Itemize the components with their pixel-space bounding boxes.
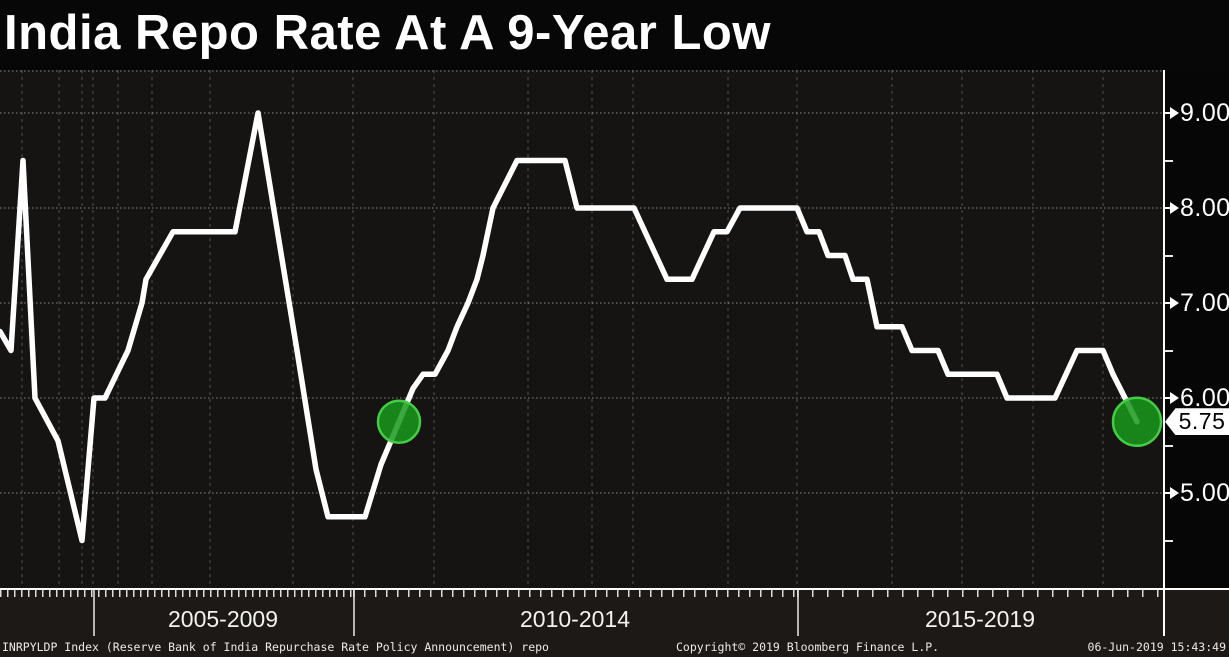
repo-rate-chart-svg [0,70,1163,588]
tick-stub [1165,207,1170,209]
repo-rate-line [0,110,1140,544]
event-marker [376,399,422,444]
y-axis-tick: 7.00 [1165,288,1229,317]
y-axis-minor-tick [1165,349,1173,352]
y-axis-label: 6.00 [1180,383,1229,412]
tick-stub [1165,492,1170,494]
tick-stub [1165,112,1170,114]
chart-title: India Repo Rate At A 9-Year Low [4,5,771,60]
period-separator [797,590,799,636]
y-axis-minor-tick [1165,254,1173,257]
period-label: 2015-2019 [925,606,1035,632]
period-separator [93,590,95,636]
last-price-label: 5.75 [1178,408,1226,435]
tick-stub [1165,302,1170,304]
y-axis-tick: 9.00 [1165,98,1229,127]
y-axis-line-extension [1163,590,1165,636]
x-axis-tick-strip [797,590,1163,597]
copyright-notice: Copyright© 2019 Bloomberg Finance L.P. [676,640,940,654]
tick-arrow-icon [1170,392,1179,404]
y-axis-minor-tick [1165,539,1173,542]
y-axis-tick: 5.00 [1165,478,1229,507]
y-axis-tick: 6.00 [1165,383,1229,412]
x-axis-tick-strip [0,590,353,597]
last-price-callout: 5.75 [1165,408,1229,436]
title-band: India Repo Rate At A 9-Year Low [0,0,1229,70]
event-marker [1111,396,1163,447]
y-axis-label: 5.00 [1180,478,1229,507]
y-axis-minor-tick [1165,159,1173,162]
footer: INRPYLDP Index (Reserve Bank of India Re… [0,638,1229,657]
tick-arrow-icon [1170,487,1179,499]
security-description: INRPYLDP Index (Reserve Bank of India Re… [2,640,549,654]
tick-arrow-icon [1170,202,1179,214]
y-axis-tick: 8.00 [1165,193,1229,222]
plot-area [0,70,1163,588]
y-axis: 5.75 9.00 8.00 7.00 6.00 5.00 [1163,70,1229,588]
tick-arrow-icon [1170,297,1179,309]
period-label: 2005-2009 [168,606,278,632]
tick-arrow-icon [1170,107,1179,119]
y-axis-label: 7.00 [1180,288,1229,317]
tick-stub [1165,397,1170,399]
period-label: 2010-2014 [520,606,630,632]
x-axis-band: 2005-2009 2010-2014 2015-2019 [0,588,1229,638]
y-axis-label: 9.00 [1180,98,1229,127]
timestamp: 06-Jun-2019 15:43:49 [1087,640,1226,654]
y-axis-label: 8.00 [1180,193,1229,222]
x-axis-tick-strip [353,590,797,597]
y-axis-minor-tick [1165,444,1173,447]
period-separator [353,590,355,636]
